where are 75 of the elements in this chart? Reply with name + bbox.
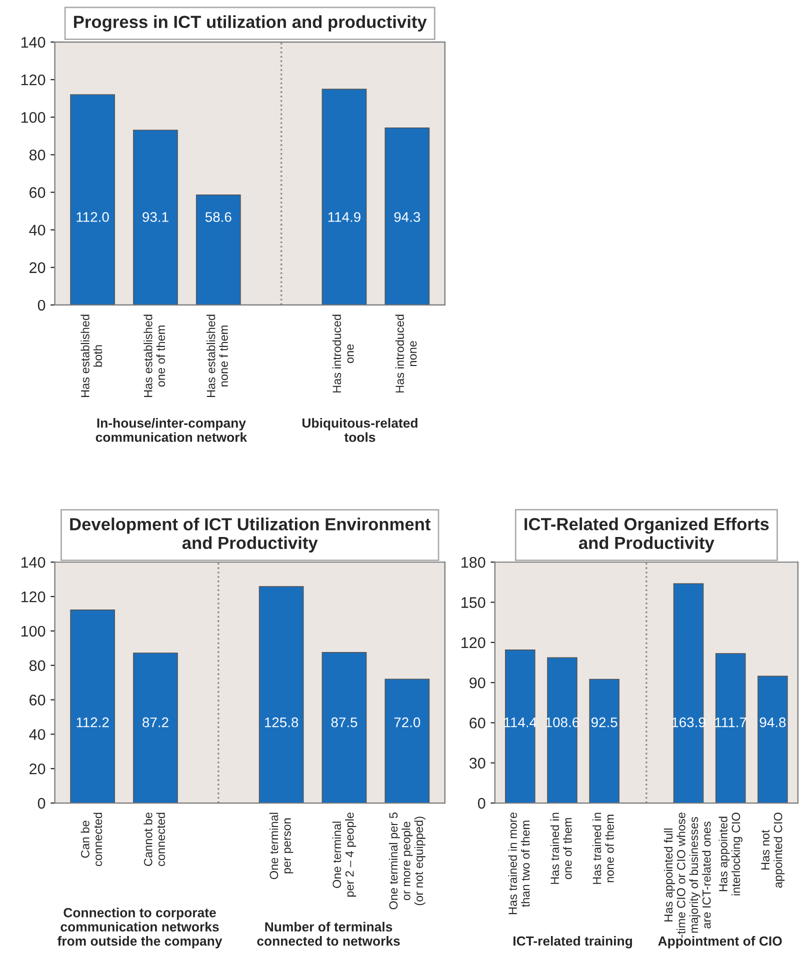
y-tick-label: 120 — [462, 637, 486, 648]
bar — [258, 586, 304, 804]
y-tick-label: 0 — [38, 798, 46, 809]
x-tick-label: Has appointed interlocking CIO — [718, 812, 742, 896]
text: In-house/inter-company communication network — [96, 418, 248, 442]
bar — [70, 94, 115, 305]
bar — [547, 657, 578, 804]
y-tick-label: 120 — [21, 591, 46, 602]
data-label: 87.2 — [142, 717, 168, 728]
chart-title: Progress in ICT utilization and productivity — [74, 15, 427, 32]
y-tick-label: 20 — [30, 262, 46, 274]
y-tick-label: 60 — [30, 694, 46, 706]
bar — [384, 678, 430, 804]
bar — [673, 583, 704, 804]
y-tick-label: 60 — [470, 718, 486, 728]
y-tick-label: 100 — [21, 626, 46, 637]
x-tick-label: Has trained in none of them — [592, 812, 614, 884]
x-tick-label: One terminal per 5 or more people (or not equipped) — [388, 812, 426, 910]
x-tick-label: Has trained in more than two of them — [508, 812, 530, 914]
x-tick-label: Has not appointed CIO — [761, 812, 785, 888]
chart-title: ICT-Related Organized Efforts and Productivity — [524, 518, 769, 552]
data-label: 87.5 — [331, 717, 358, 728]
y-tick-label: 140 — [21, 556, 46, 568]
text: Connection to corporate communication networks from outside the company — [58, 908, 222, 948]
x-tick-label: One terminal per person — [269, 812, 294, 880]
text: Ubiquitous-related tools — [302, 418, 418, 442]
x-tick-label: Has established none f them — [206, 314, 228, 398]
data-label: 125.8 — [265, 717, 298, 728]
data-label: 112.2 — [76, 717, 109, 728]
text: ICT-related training — [514, 936, 632, 948]
data-label: 92.5 — [591, 717, 618, 728]
y-tick-label: 0 — [38, 300, 46, 311]
y-tick-label: 180 — [462, 556, 486, 568]
y-tick-label: 100 — [21, 112, 46, 123]
y-tick-label: 140 — [21, 36, 46, 48]
y-tick-label: 20 — [30, 763, 46, 774]
text: Appointment of CIO — [658, 936, 782, 948]
x-tick-label: One terminal per 2 – 4 people — [332, 812, 356, 897]
data-label: 94.3 — [394, 212, 420, 222]
x-tick-label: Can be connected — [80, 812, 102, 866]
bar — [322, 652, 367, 804]
y-tick-label: 120 — [21, 74, 46, 86]
bar — [133, 130, 178, 305]
bar — [715, 653, 746, 804]
bar — [504, 650, 536, 804]
data-label: 112.0 — [76, 212, 109, 222]
bar — [196, 194, 241, 305]
x-tick-label: Has introduced one — [332, 314, 354, 392]
y-tick-label: 90 — [470, 677, 486, 688]
x-tick-label: Has introduced none — [395, 314, 417, 392]
data-label: 93.1 — [142, 212, 168, 222]
bar — [70, 610, 115, 804]
data-label: 94.8 — [760, 717, 786, 728]
x-tick-label: Has established one of them — [144, 314, 166, 398]
data-label: 72.0 — [394, 717, 420, 728]
y-tick-label: 40 — [29, 729, 46, 740]
y-tick-label: 150 — [462, 597, 486, 608]
y-tick-label: 80 — [29, 660, 46, 672]
data-label: 114.9 — [328, 212, 360, 222]
bar — [322, 88, 367, 305]
y-tick-label: 40 — [29, 224, 46, 236]
text: Number of terminals connected to networks — [257, 922, 400, 946]
bar — [589, 678, 620, 804]
y-tick-label: 0 — [478, 798, 486, 809]
chart-title: Development of ICT Utilization Environment and Productivity — [70, 518, 431, 552]
bar — [384, 127, 430, 305]
y-tick-label: 30 — [469, 758, 486, 769]
x-tick-label: Has trained in one of them — [550, 812, 572, 884]
data-label: 58.6 — [205, 212, 232, 222]
bar — [758, 676, 788, 804]
y-tick-label: 60 — [30, 187, 46, 198]
x-tick-label: Has established both — [80, 314, 102, 398]
x-tick-label: Has appointed full -time CIO or CIO whose majority of businesses are ICT-related ones — [664, 812, 711, 938]
bar — [133, 652, 178, 804]
y-tick-label: 80 — [29, 150, 46, 160]
